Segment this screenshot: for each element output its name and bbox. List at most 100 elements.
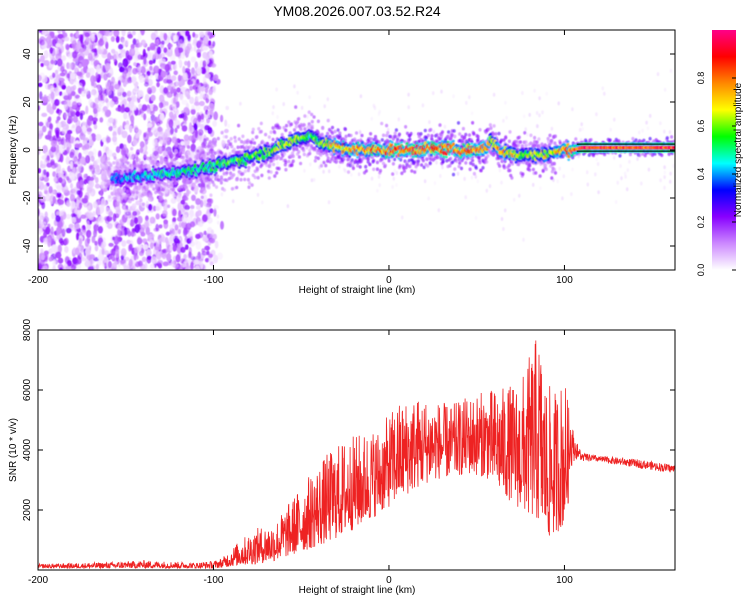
spectrogram-cell bbox=[510, 162, 515, 166]
spectrogram-cell bbox=[85, 248, 91, 256]
spectrogram-cell bbox=[147, 203, 153, 211]
spectrogram-cell bbox=[71, 101, 78, 109]
spectrogram-cell bbox=[109, 186, 113, 190]
spectrogram-cell bbox=[387, 158, 391, 163]
spectrogram-cell bbox=[79, 34, 84, 43]
spectrogram-cell bbox=[370, 116, 374, 121]
spectrogram-cell bbox=[275, 87, 278, 92]
spectrogram-cell bbox=[137, 31, 142, 41]
spectrogram-cell bbox=[596, 162, 600, 166]
spectrogram-cell bbox=[430, 134, 434, 138]
spectrogram-cell bbox=[50, 140, 57, 148]
spectrogram-cell bbox=[249, 144, 253, 149]
spectrogram-cell bbox=[160, 58, 166, 64]
spectrogram-cell bbox=[149, 184, 153, 188]
spectrogram-cell bbox=[150, 32, 156, 41]
spectrogram-cell bbox=[79, 112, 83, 121]
spectrogram-cell bbox=[209, 193, 213, 197]
spectrogram-cell bbox=[133, 125, 139, 132]
spectrogram-cell bbox=[152, 105, 159, 112]
spectrogram-cell bbox=[52, 196, 56, 204]
spectrogram-cell bbox=[94, 240, 98, 246]
spectrogram-cell bbox=[232, 147, 236, 152]
spectrogram-cell bbox=[201, 150, 205, 155]
spectrogram-cell bbox=[46, 155, 50, 161]
spectrogram-cell bbox=[142, 48, 146, 58]
spectrogram-cell bbox=[160, 196, 164, 201]
spectrogram-cell bbox=[112, 161, 116, 165]
spectrogram-cell bbox=[186, 179, 190, 184]
spectrogram-cell bbox=[159, 108, 163, 114]
spectrogram-cell bbox=[296, 90, 299, 95]
spectrogram-cell bbox=[58, 144, 65, 153]
spectrogram-cell bbox=[60, 65, 65, 73]
spectrogram-cell bbox=[284, 123, 289, 128]
spectrogram-cell bbox=[57, 187, 62, 194]
spectrogram-cell bbox=[603, 91, 606, 96]
spectrogram-cell bbox=[163, 219, 169, 225]
spectrogram-cell bbox=[184, 68, 191, 73]
spectrogram-cell bbox=[505, 115, 508, 120]
spectrogram-cell bbox=[182, 72, 188, 81]
spectrogram-cell bbox=[170, 259, 175, 267]
spectrogram-cell bbox=[94, 97, 100, 104]
spectrogram-cell bbox=[246, 177, 250, 182]
spectrogram-cell bbox=[163, 87, 169, 94]
spectrogram-cell bbox=[181, 125, 188, 132]
spectrogram-cell bbox=[391, 172, 395, 176]
spectrogram-cell bbox=[69, 161, 74, 170]
spectrogram-cell bbox=[211, 154, 215, 158]
spectrogram-cell bbox=[326, 118, 330, 123]
spectrogram-cell bbox=[375, 167, 379, 171]
spectrogram-cell bbox=[609, 127, 612, 132]
spectrogram-cell bbox=[79, 245, 85, 253]
spectrogram-cell bbox=[43, 176, 49, 183]
spectrogram-cell bbox=[155, 205, 160, 212]
spectrogram-cell bbox=[294, 105, 298, 109]
spectrogram-cell bbox=[95, 133, 102, 141]
spectrogram-cell bbox=[178, 58, 182, 67]
spectrogram-cell bbox=[251, 127, 255, 132]
spectrogram-cell bbox=[183, 228, 188, 238]
spectrogram-cell bbox=[421, 103, 425, 108]
spectrogram-cell bbox=[53, 82, 57, 88]
spectrogram-cell bbox=[65, 50, 71, 57]
spectrogram-cell bbox=[202, 235, 209, 242]
spectrogram-cell bbox=[640, 181, 643, 186]
spectrogram-cell bbox=[538, 174, 542, 178]
spectrogram-cell bbox=[143, 113, 147, 121]
spectrogram-cell bbox=[196, 52, 201, 58]
spectrogram-cell bbox=[118, 188, 122, 192]
spectrogram-cell bbox=[168, 119, 174, 129]
spectrogram-cell bbox=[112, 118, 118, 126]
spectrogram-cell bbox=[149, 196, 153, 200]
spectrogram-cell bbox=[66, 129, 73, 135]
spectrogram-cell bbox=[478, 128, 482, 132]
spectrogram-cell bbox=[138, 103, 143, 109]
spectrogram-cell bbox=[231, 199, 235, 204]
spectrogram-cell bbox=[421, 158, 425, 163]
spectrogram-cell bbox=[76, 126, 82, 132]
spectrogram-cell bbox=[205, 178, 209, 183]
spectrogram-cell bbox=[115, 249, 120, 258]
spectrogram-cell bbox=[107, 223, 113, 229]
spectrogram-cell bbox=[537, 137, 541, 141]
spectrogram-cell bbox=[451, 172, 456, 177]
spectrogram-cell bbox=[440, 130, 445, 134]
spectrogram-cell bbox=[197, 209, 202, 217]
spectrogram-cell bbox=[49, 197, 53, 202]
spectrogram-cell bbox=[122, 58, 129, 68]
spectrogram-cell bbox=[152, 187, 156, 191]
spectrogram-cell bbox=[131, 265, 136, 270]
spectrogram-cell bbox=[208, 102, 215, 110]
spectrogram-cell bbox=[38, 126, 43, 135]
spectrogram-cell bbox=[97, 225, 103, 234]
spectrogram-cell bbox=[310, 126, 314, 130]
spectrogram-cell bbox=[471, 121, 475, 125]
spectrogram-cell bbox=[70, 33, 74, 38]
spectrogram-cell bbox=[162, 150, 168, 157]
spectrogram-cell bbox=[131, 90, 136, 97]
spectrogram-cell bbox=[428, 120, 431, 125]
spectrogram-cell bbox=[498, 164, 502, 168]
spectrogram-cell bbox=[39, 91, 43, 100]
